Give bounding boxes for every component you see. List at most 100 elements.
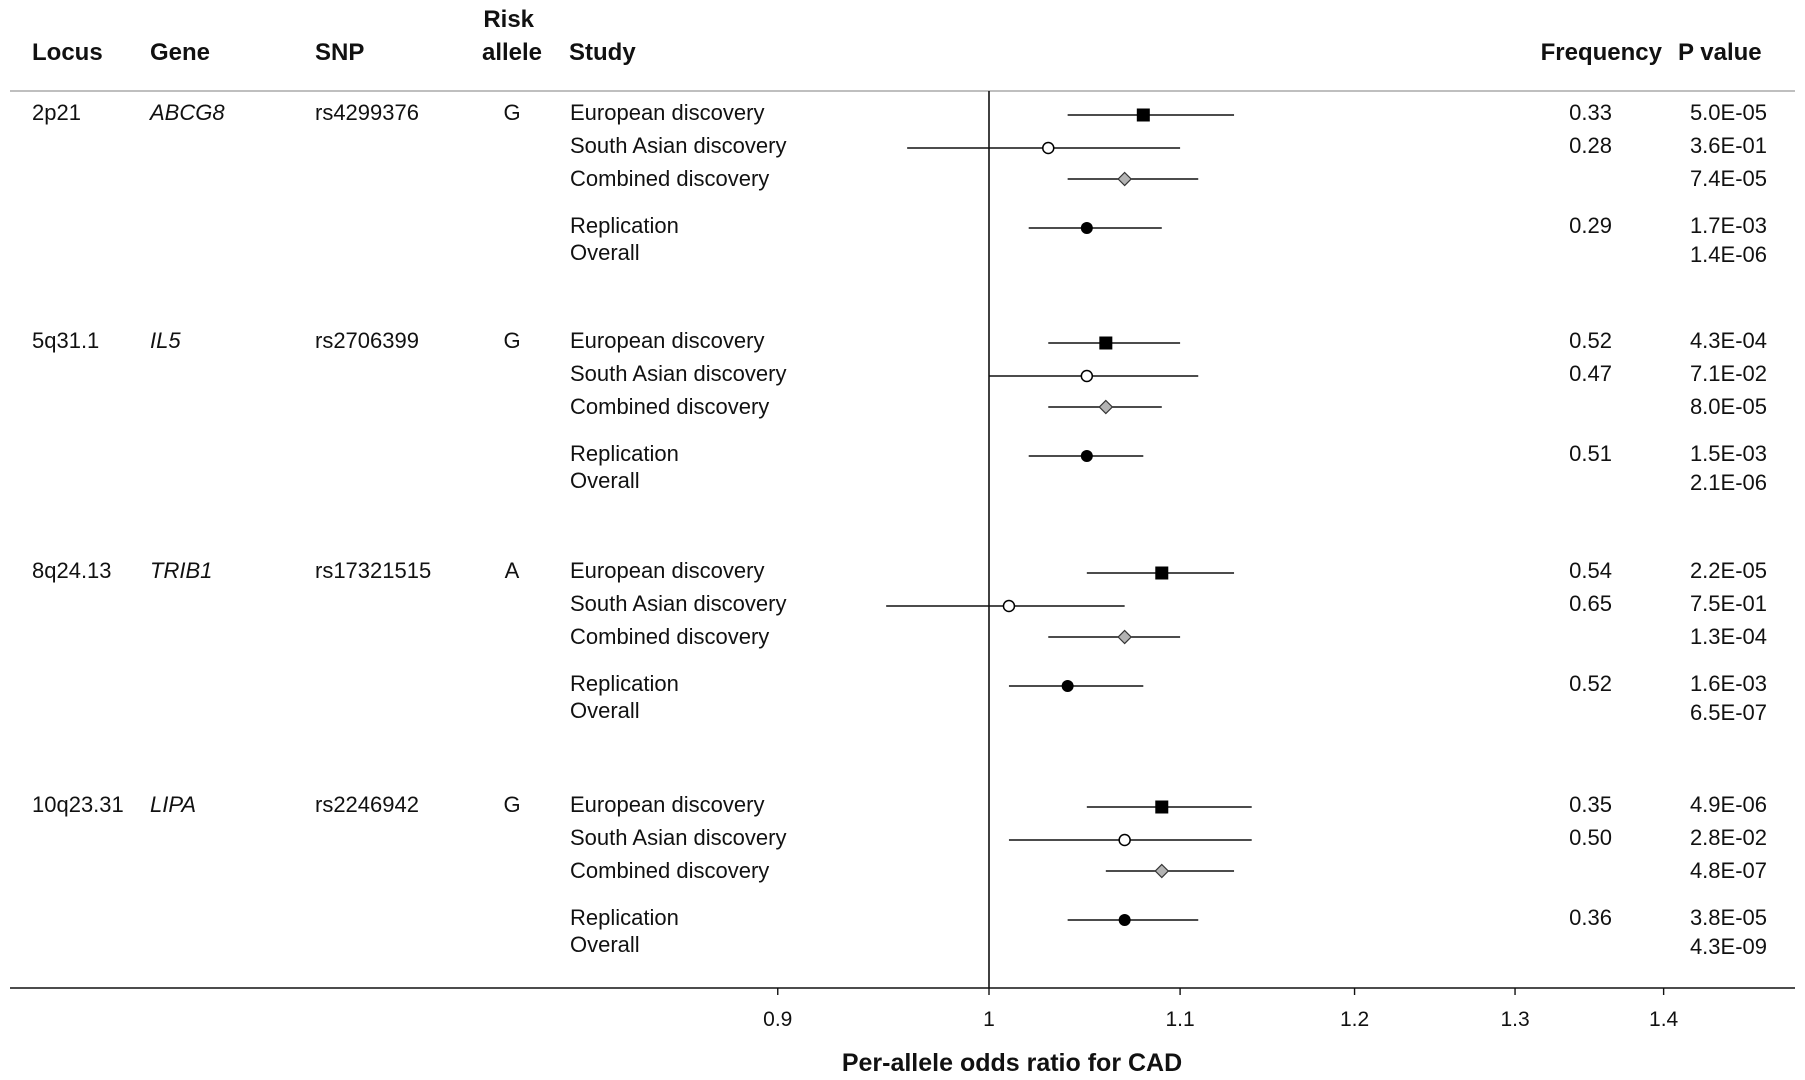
risk-allele-label: G — [503, 100, 520, 125]
point-estimate-open-circle — [1042, 141, 1055, 155]
header-snp: SNP — [315, 39, 364, 66]
p-value: 4.3E-09 — [1690, 934, 1767, 959]
header-gene: Gene — [150, 39, 210, 66]
x-tick-label: 1.3 — [1500, 1008, 1529, 1031]
frequency-value: 0.29 — [1569, 213, 1612, 238]
risk-allele-label: G — [503, 792, 520, 817]
gene-label: ABCG8 — [148, 100, 225, 125]
point-estimate-diamond — [1154, 863, 1170, 879]
point-estimate-square — [1136, 108, 1150, 122]
study-label: South Asian discovery — [570, 591, 786, 616]
p-value: 5.0E-05 — [1690, 100, 1767, 125]
p-value: 1.5E-03 — [1690, 441, 1767, 466]
point-estimate-filled-circle — [1118, 914, 1131, 926]
p-value: 2.2E-05 — [1690, 558, 1767, 583]
point-estimate-filled-circle — [1061, 680, 1074, 692]
study-label: Overall — [570, 932, 640, 957]
frequency-value: 0.28 — [1569, 133, 1612, 158]
p-value: 1.4E-06 — [1690, 242, 1767, 267]
study-label: European discovery — [570, 100, 764, 125]
study-label: Combined discovery — [570, 624, 769, 649]
p-value: 4.8E-07 — [1690, 858, 1767, 883]
frequency-value: 0.51 — [1569, 441, 1612, 466]
study-label: Combined discovery — [570, 166, 769, 191]
gene-label: TRIB1 — [150, 558, 212, 583]
header-frequency: Frequency — [1541, 39, 1663, 66]
p-value: 2.1E-06 — [1690, 470, 1767, 495]
frequency-value: 0.35 — [1569, 792, 1612, 817]
study-label: South Asian discovery — [570, 825, 786, 850]
frequency-value: 0.52 — [1569, 671, 1612, 696]
p-value: 1.3E-04 — [1690, 624, 1767, 649]
gene-label: LIPA — [150, 792, 196, 817]
study-label: European discovery — [570, 792, 764, 817]
p-value: 7.5E-01 — [1690, 591, 1767, 616]
point-estimate-diamond — [1117, 171, 1133, 187]
point-estimate-square — [1155, 566, 1169, 580]
frequency-value: 0.52 — [1569, 328, 1612, 353]
study-label: Combined discovery — [570, 858, 769, 883]
frequency-value: 0.65 — [1569, 591, 1612, 616]
p-value: 1.7E-03 — [1690, 213, 1767, 238]
point-estimate-filled-circle — [1080, 450, 1093, 462]
study-label: European discovery — [570, 558, 764, 583]
point-estimate-open-circle — [1080, 369, 1094, 383]
header-locus: Locus — [32, 39, 103, 66]
study-label: Overall — [570, 468, 640, 493]
p-value: 4.9E-06 — [1690, 792, 1767, 817]
x-axis-title: Per-allele odds ratio for CAD — [842, 1049, 1182, 1077]
risk-allele-label: G — [503, 328, 520, 353]
x-tick-label: 1.4 — [1649, 1008, 1679, 1031]
snp-label: rs2706399 — [315, 328, 419, 353]
p-value: 6.5E-07 — [1690, 700, 1767, 725]
point-estimate-diamond — [1117, 629, 1133, 645]
frequency-value: 0.54 — [1569, 558, 1612, 583]
x-tick-label: 1 — [983, 1008, 995, 1031]
frequency-value: 0.36 — [1569, 905, 1612, 930]
snp-label: rs17321515 — [315, 558, 431, 583]
point-estimate-open-circle — [1118, 833, 1131, 847]
point-estimate-open-circle — [1002, 599, 1016, 613]
study-label: Overall — [570, 698, 640, 723]
frequency-value: 0.33 — [1569, 100, 1612, 125]
point-estimate-filled-circle — [1080, 222, 1093, 234]
frequency-value: 0.47 — [1569, 361, 1612, 386]
point-estimate-square — [1155, 800, 1169, 814]
study-label: South Asian discovery — [570, 133, 786, 158]
header-study: Study — [569, 39, 636, 66]
study-label: European discovery — [570, 328, 764, 353]
locus-label: 5q31.1 — [32, 328, 99, 353]
gene-label: IL5 — [150, 328, 181, 353]
study-label: Replication — [570, 671, 679, 696]
x-tick-label: 1.1 — [1165, 1008, 1194, 1031]
frequency-value: 0.50 — [1569, 825, 1612, 850]
x-tick-label: 1.2 — [1340, 1008, 1369, 1031]
locus-label: 2p21 — [32, 100, 81, 125]
study-label: South Asian discovery — [570, 361, 786, 386]
study-label: Overall — [570, 240, 640, 265]
point-estimate-square — [1099, 336, 1113, 350]
header-risk-allele: Risk allele — [482, 6, 542, 66]
p-value: 3.8E-05 — [1690, 905, 1767, 930]
column-header-row: Locus Gene SNP Risk allele Study Frequen… — [32, 6, 1762, 66]
point-estimate-diamond — [1098, 399, 1114, 415]
study-label: Combined discovery — [570, 394, 769, 419]
locus-label: 10q23.31 — [32, 792, 124, 817]
study-label: Replication — [570, 213, 679, 238]
locus-label: 8q24.13 — [32, 558, 112, 583]
snp-label: rs2246942 — [315, 792, 419, 817]
risk-allele-label: A — [505, 558, 520, 583]
p-value: 4.3E-04 — [1690, 328, 1767, 353]
p-value: 2.8E-02 — [1690, 825, 1767, 850]
x-tick-label: 0.9 — [763, 1008, 792, 1031]
p-value: 7.1E-02 — [1690, 361, 1767, 386]
study-label: Replication — [570, 441, 679, 466]
p-value: 7.4E-05 — [1690, 166, 1767, 191]
snp-label: rs4299376 — [315, 100, 419, 125]
p-value: 8.0E-05 — [1690, 394, 1767, 419]
study-label: Replication — [570, 905, 679, 930]
p-value: 3.6E-01 — [1690, 133, 1767, 158]
header-p-value: P value — [1678, 39, 1762, 66]
p-value: 1.6E-03 — [1690, 671, 1767, 696]
